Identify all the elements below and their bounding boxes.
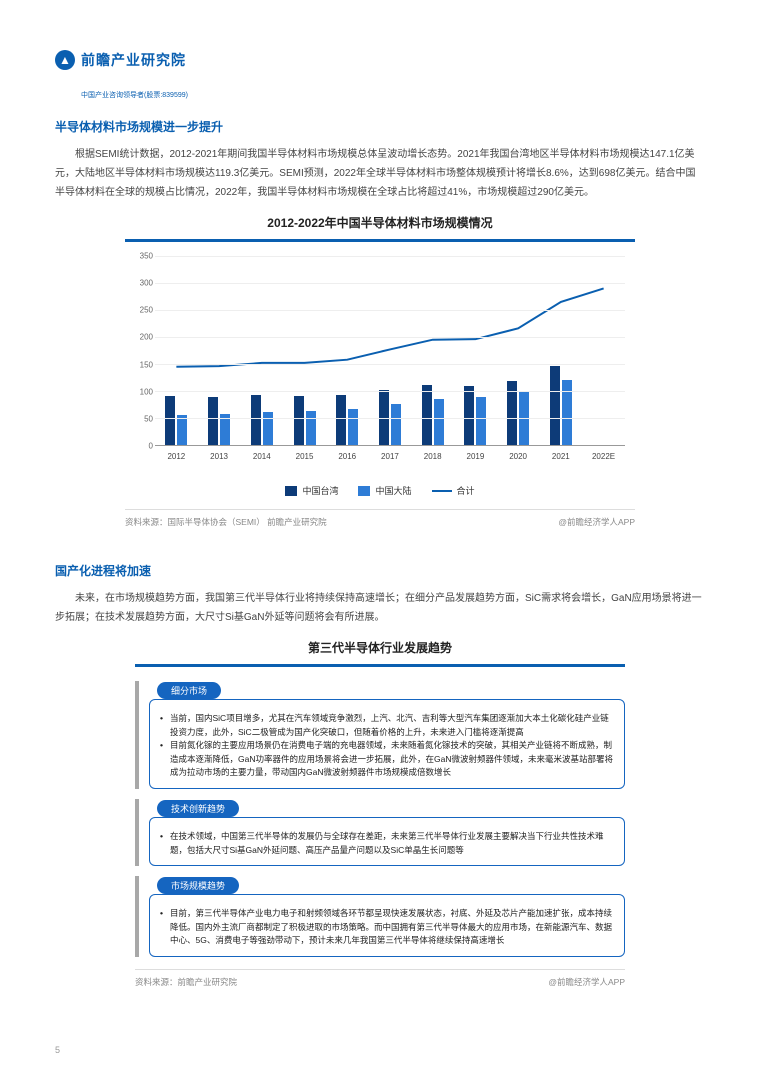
x-label: 2022E [592,452,615,461]
legend-label-0: 中国台湾 [302,484,338,497]
bar [306,411,316,445]
y-tick: 350 [127,252,153,261]
bar [476,397,486,445]
bar [422,385,432,445]
chart-top-rule [125,239,635,242]
section2-title: 国产化进程将加速 [55,562,705,579]
section2-text: 未来，在市场规模趋势方面，我国第三代半导体行业将持续保持高速增长；在细分产品发展… [55,589,705,627]
bar [208,397,218,445]
chart-canvas: 050100150200250300350 201220132014201520… [155,256,625,466]
trend-box: 当前，国内SiC项目增多，尤其在汽车领域竞争激烈，上汽、北汽、吉利等大型汽车集团… [149,699,625,789]
bar-group: 2021 [550,366,572,445]
x-label: 2018 [424,452,442,461]
bar [165,396,175,445]
chart-source-right: @前瞻经济学人APP [558,516,635,528]
bar [464,386,474,445]
trend-bullet: 目前，第三代半导体产业电力电子和射频领域各环节都呈现快速发展状态，衬底、外延及芯… [160,907,614,948]
trends: 第三代半导体行业发展趋势 细分市场当前，国内SiC项目增多，尤其在汽车领域竞争激… [135,639,625,988]
x-label: 2017 [381,452,399,461]
bar-group: 2019 [464,386,486,445]
trend-row: 市场规模趋势目前，第三代半导体产业电力电子和射频领域各环节都呈现快速发展状态，衬… [135,876,625,957]
page-number: 5 [55,1045,60,1055]
chart-source: 资料来源：国际半导体协会（SEMI） 前瞻产业研究院 @前瞻经济学人APP [125,509,635,528]
bar [391,404,401,445]
chart-source-left: 资料来源：国际半导体协会（SEMI） 前瞻产业研究院 [125,516,327,528]
trend-bullet: 在技术领域，中国第三代半导体的发展仍与全球存在差距，未来第三代半导体行业发展主要… [160,830,614,857]
x-label: 2013 [210,452,228,461]
x-label: 2015 [296,452,314,461]
chart-legend: 中国台湾 中国大陆 合计 [125,484,635,497]
bar [177,415,187,445]
y-tick: 0 [127,442,153,451]
trend-tag: 技术创新趋势 [157,800,239,817]
logo-icon: ▲ [55,50,75,70]
y-tick: 300 [127,279,153,288]
x-label: 2019 [466,452,484,461]
trend-vbar [135,681,139,789]
section1-title: 半导体材料市场规模进一步提升 [55,118,705,135]
y-tick: 250 [127,306,153,315]
bar [251,395,261,445]
bar [294,396,304,445]
bar-group: 2014 [251,395,273,445]
logo: ▲ 前瞻产业研究院 [55,50,705,70]
y-tick: 200 [127,333,153,342]
y-tick: 150 [127,360,153,369]
trend-box: 在技术领域，中国第三代半导体的发展仍与全球存在差距，未来第三代半导体行业发展主要… [149,817,625,866]
bar-group: 2015 [294,396,316,445]
x-label: 2012 [167,452,185,461]
bar-group: 2018 [422,385,444,445]
trends-source: 资料来源：前瞻产业研究院 @前瞻经济学人APP [135,969,625,988]
trends-title: 第三代半导体行业发展趋势 [135,639,625,656]
section1-text: 根据SEMI统计数据，2012-2021年期间我国半导体材料市场规模总体呈波动增… [55,145,705,202]
legend-label-2: 合计 [457,484,475,497]
trend-vbar [135,876,139,957]
bar [434,399,444,445]
bar-group: 2012 [165,396,187,445]
logo-subtitle: 中国产业咨询领导者(股票:839599) [81,90,705,100]
trend-bullet: 当前，国内SiC项目增多，尤其在汽车领域竞争激烈，上汽、北汽、吉利等大型汽车集团… [160,712,614,739]
bar [550,366,560,445]
trend-tag: 细分市场 [157,682,221,699]
trends-source-left: 资料来源：前瞻产业研究院 [135,976,237,988]
bar [348,409,358,445]
x-label: 2020 [509,452,527,461]
trend-bullet: 目前氮化镓的主要应用场景仍在消费电子端的充电器领域，未来随着氮化镓技术的突破，其… [160,739,614,780]
x-label: 2021 [552,452,570,461]
bar-group: 2013 [208,397,230,445]
y-tick: 100 [127,387,153,396]
legend-label-1: 中国大陆 [375,484,411,497]
trends-top-rule [135,664,625,667]
x-label: 2016 [338,452,356,461]
bar [562,380,572,445]
bar-group: 2016 [336,395,358,445]
logo-text: 前瞻产业研究院 [81,50,186,70]
x-label: 2014 [253,452,271,461]
trend-box: 目前，第三代半导体产业电力电子和射频领域各环节都呈现快速发展状态，衬底、外延及芯… [149,894,625,957]
chart: 2012-2022年中国半导体材料市场规模情况 0 50 100 150 200 250 3… [125,214,635,528]
trend-row: 技术创新趋势在技术领域，中国第三代半导体的发展仍与全球存在差距，未来第三代半导体… [135,799,625,866]
trend-row: 细分市场当前，国内SiC项目增多，尤其在汽车领域竞争激烈，上汽、北汽、吉利等大型… [135,681,625,789]
trends-source-right: @前瞻经济学人APP [548,976,625,988]
chart-title: 2012-2022年中国半导体材料市场规模情况 [125,214,635,231]
trend-tag: 市场规模趋势 [157,877,239,894]
y-tick: 50 [127,414,153,423]
bar [336,395,346,445]
trend-vbar [135,799,139,866]
